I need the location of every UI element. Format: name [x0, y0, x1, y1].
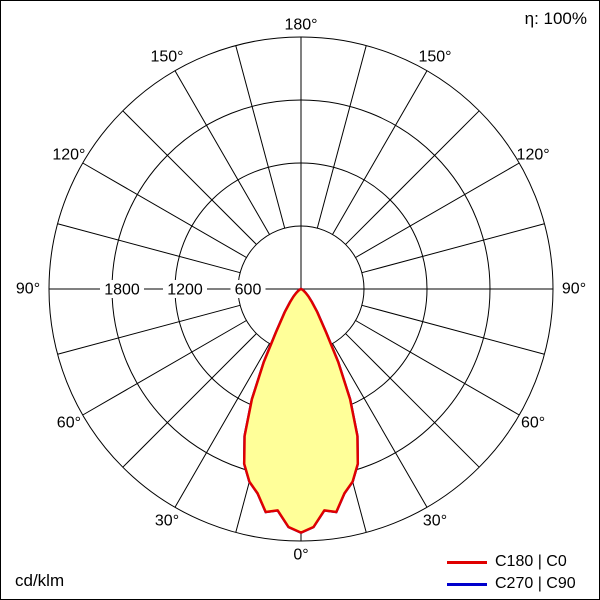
grid-spoke-135 — [122, 333, 257, 468]
blue-curve-legend-line — [447, 582, 487, 586]
legend-label-c180-c0: C180 | C0 — [495, 553, 567, 570]
legend-label-c270-c90: C270 | C90 — [495, 575, 576, 592]
grid-spoke-165 — [57, 304, 241, 355]
grid-spoke-30 — [355, 320, 520, 416]
grid-spoke-300 — [332, 70, 428, 235]
red-curve-legend-line — [447, 560, 487, 564]
ring-label-bg-1800 — [100, 280, 144, 298]
angle-label-right-30: 30° — [423, 513, 447, 530]
intensity-curve-c180-c0 — [242, 287, 360, 534]
efficiency-value: η: 100% — [524, 9, 587, 28]
grid-spoke-255 — [235, 45, 286, 229]
grid-spoke-195 — [57, 223, 241, 274]
angle-label-left-30: 30° — [155, 513, 179, 530]
grid-spoke-330 — [355, 162, 520, 258]
grid-spoke-45 — [345, 333, 480, 468]
angle-label-right-150: 150° — [418, 48, 451, 65]
grid-spoke-210 — [82, 162, 247, 258]
ring-label-1200: 1200 — [167, 282, 203, 299]
angle-label-left-90: 90° — [16, 281, 40, 298]
grid-spoke-240 — [174, 70, 270, 235]
angle-label-right-120: 120° — [517, 147, 550, 164]
angle-label-left-150: 150° — [150, 48, 183, 65]
angle-label-left-60: 60° — [57, 415, 81, 432]
ring-label-600: 600 — [235, 282, 262, 299]
ring-label-bg-1200 — [163, 280, 207, 298]
ring-label-1800: 1800 — [104, 282, 140, 299]
angle-label-left-120: 120° — [52, 147, 85, 164]
grid-spoke-315 — [345, 110, 480, 245]
legend-row-c180-c0: C180 | C0 — [447, 553, 587, 571]
grid-spoke-15 — [361, 304, 545, 355]
grid-spoke-285 — [316, 45, 367, 229]
grid-spoke-150 — [82, 320, 247, 416]
ring-label-bg-600 — [230, 280, 266, 298]
angle-label-0: 0° — [293, 547, 308, 564]
angle-label-180: 180° — [284, 17, 317, 34]
angle-label-right-60: 60° — [521, 415, 545, 432]
unit-label: cd/klm — [15, 571, 65, 590]
angle-label-right-90: 90° — [562, 281, 586, 298]
grid-spoke-60 — [332, 343, 428, 508]
grid-spoke-225 — [122, 110, 257, 245]
legend: C180 | C0 C270 | C90 — [447, 553, 587, 593]
legend-row-c270-c90: C270 | C90 — [447, 575, 587, 593]
grid-spoke-120 — [174, 343, 270, 508]
grid-spoke-345 — [361, 223, 545, 274]
